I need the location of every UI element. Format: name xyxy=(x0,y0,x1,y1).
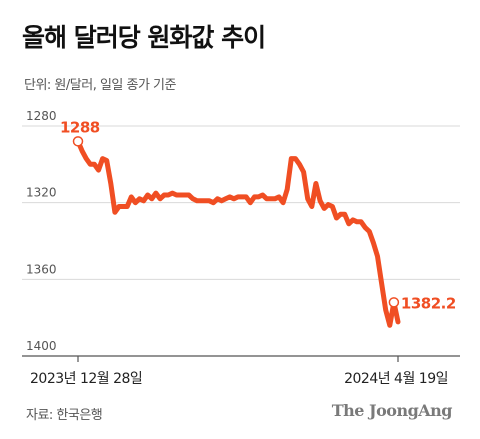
chart-title: 올해 달러당 원화값 추이 xyxy=(22,23,266,52)
source-note: 자료: 한국은행 xyxy=(26,408,103,423)
y-tick-label: 1320 xyxy=(26,186,57,200)
brand-logo: The JoongAng xyxy=(331,401,453,420)
data-label: 1382.2 xyxy=(401,294,456,312)
x-tick-label: 2024년 4월 19일 xyxy=(344,371,448,387)
data-label: 1288 xyxy=(60,118,100,136)
y-tick-label: 1400 xyxy=(26,339,57,353)
y-tick-label: 1360 xyxy=(26,262,57,276)
annotation-layer: 1288 1382.2 xyxy=(60,118,456,312)
y-tick-label: 1280 xyxy=(26,109,57,123)
x-axis: 2023년 12월 28일 2024년 4월 19일 xyxy=(30,356,449,387)
x-tick-label: 2023년 12월 28일 xyxy=(30,371,142,387)
data-point-marker xyxy=(388,297,400,308)
grid-lines xyxy=(22,125,460,357)
data-point-marker xyxy=(72,136,84,147)
y-axis-ticks: 1280 1320 1360 1400 xyxy=(26,109,57,353)
chart-subtitle: 단위: 원/달러, 일일 종가 기준 xyxy=(24,78,176,93)
series-line xyxy=(75,138,401,328)
series-layer xyxy=(75,138,401,328)
